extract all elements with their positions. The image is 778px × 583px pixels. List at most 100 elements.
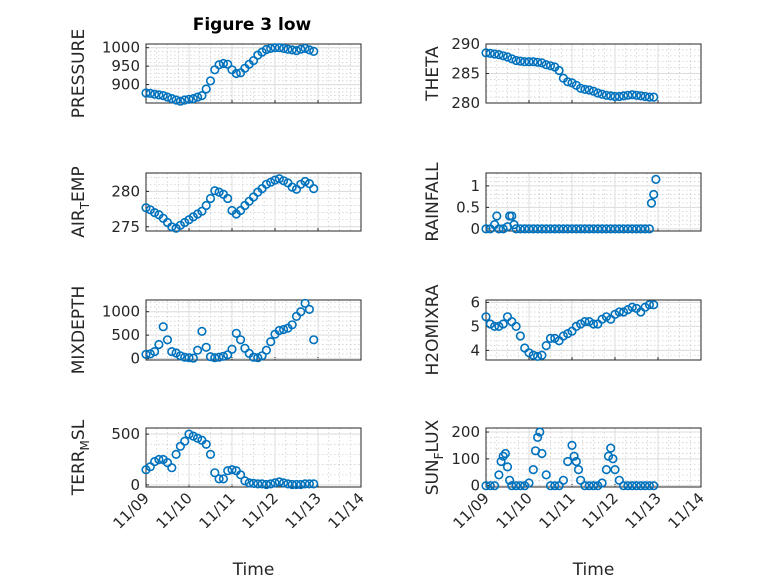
data-point	[201, 342, 211, 352]
data-point	[505, 475, 515, 485]
data-point	[490, 481, 500, 491]
data-point	[261, 345, 272, 355]
data-point	[150, 89, 160, 99]
data-point	[524, 57, 534, 67]
data-point	[167, 222, 177, 232]
data-point	[627, 481, 637, 491]
data-point	[580, 224, 590, 234]
y-tick-label: 0	[470, 477, 480, 495]
data-point	[502, 462, 513, 472]
figure-title: Figure 3 low	[193, 15, 312, 35]
data-point	[279, 324, 289, 335]
data-point	[532, 224, 543, 234]
y-tick-label: 0	[130, 350, 140, 368]
data-point	[614, 307, 624, 317]
data-point	[537, 448, 547, 459]
y-axis-label: RAINFALL	[423, 162, 443, 242]
data-point	[563, 77, 573, 87]
data-point	[248, 55, 259, 66]
data-point	[511, 224, 521, 234]
data-point	[528, 350, 538, 360]
data-point	[180, 436, 190, 446]
panel-theta: 280 285 290 THETA	[423, 35, 702, 112]
axes-frame	[485, 172, 702, 232]
data-point	[610, 465, 620, 475]
data-point	[541, 60, 551, 70]
data-point	[188, 353, 198, 363]
y-tick-label: 1	[470, 177, 480, 195]
data-point	[214, 187, 224, 197]
y-axis-label: THETA	[423, 46, 443, 102]
data-point	[515, 481, 526, 491]
data-point	[571, 456, 581, 467]
data-point	[545, 61, 556, 71]
data-point	[236, 335, 246, 345]
data-point	[606, 443, 616, 453]
data-point	[205, 193, 216, 204]
x-tick-label: 11/09	[450, 489, 493, 532]
data-point	[490, 321, 500, 332]
data-point	[636, 481, 646, 491]
data-point	[287, 479, 297, 490]
data-point	[257, 479, 267, 489]
data-point	[627, 302, 637, 312]
data-point	[167, 93, 177, 104]
data-point	[205, 352, 216, 362]
data-point	[509, 220, 519, 230]
data-point	[274, 325, 284, 336]
axes-frame	[485, 43, 702, 104]
data-point	[175, 441, 185, 451]
y-axis-label: TERRMSL	[69, 419, 92, 496]
data-point	[279, 43, 289, 54]
y-tick-label: 4	[470, 341, 480, 359]
data-point	[584, 224, 594, 234]
data-point	[606, 91, 616, 101]
data-point	[184, 429, 194, 439]
data-point	[287, 320, 297, 330]
data-point	[588, 86, 599, 96]
data-point	[528, 224, 538, 234]
data-point	[481, 48, 491, 58]
axes-frame	[485, 299, 702, 361]
data-point	[248, 478, 259, 489]
x-tick-label: 11/09	[110, 489, 153, 532]
y-tick-label: 500	[111, 425, 140, 443]
data-point	[511, 321, 521, 332]
data-point	[558, 224, 569, 234]
panel-rainfall: 0 0.5 1 RAINFALL	[423, 162, 702, 242]
data-point	[588, 319, 599, 329]
data-point	[309, 335, 319, 345]
data-point	[266, 479, 276, 489]
data-point	[175, 351, 185, 361]
data-point	[584, 85, 594, 95]
data-point	[214, 60, 224, 70]
x-tick-label: 11/14	[665, 489, 708, 532]
data-point	[569, 451, 579, 461]
data-point	[507, 54, 517, 64]
data-point	[623, 224, 633, 234]
data-point	[545, 481, 556, 491]
y-tick-label: 1000	[102, 39, 140, 57]
data-point	[636, 224, 646, 234]
data-point	[154, 339, 164, 350]
data-point	[550, 481, 560, 491]
y-tick-label: 0	[470, 220, 480, 238]
data-point	[584, 481, 594, 491]
data-point	[223, 59, 233, 69]
data-point	[535, 427, 545, 437]
data-point	[175, 96, 185, 106]
data-point	[184, 94, 194, 104]
data-point	[223, 350, 233, 360]
data-point	[240, 476, 250, 486]
data-point	[150, 347, 160, 357]
data-point	[507, 481, 517, 491]
data-point	[492, 211, 502, 221]
data-point	[210, 186, 220, 196]
data-point	[528, 57, 538, 67]
data-point	[214, 352, 224, 362]
data-point	[515, 224, 526, 234]
data-point	[550, 224, 560, 234]
data-point	[210, 468, 220, 478]
data-point	[270, 175, 280, 185]
